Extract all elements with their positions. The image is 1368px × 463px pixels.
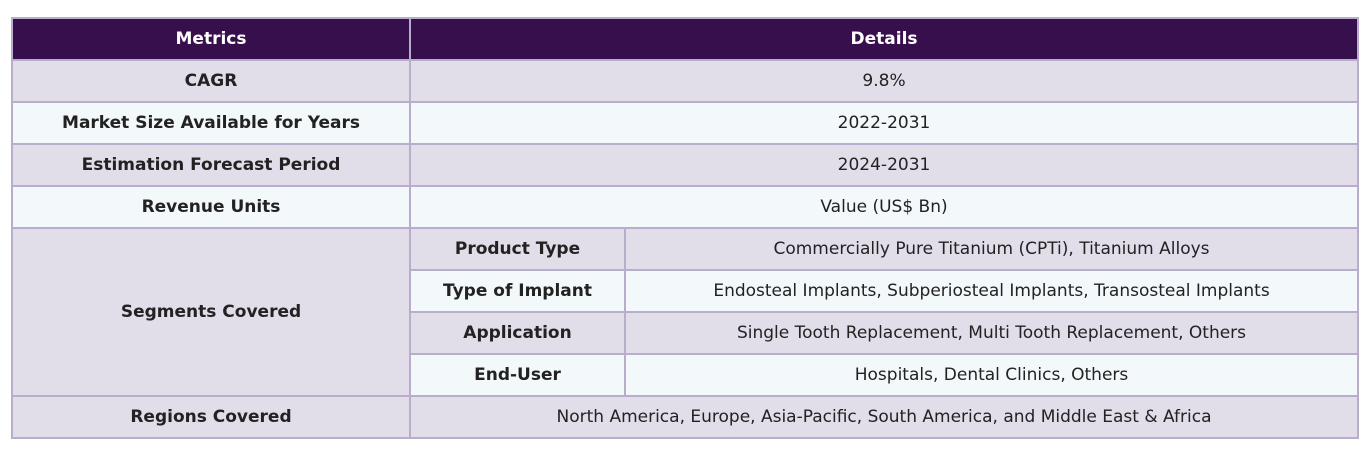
detail-cell: Value (US$ Bn) [408,185,1360,229]
segment-row: End-User Hospitals, Dental Clinics, Othe… [12,353,1360,397]
metric-cell: Market Size Available for Years [11,101,411,145]
table-row: Estimation Forecast Period 2024-2031 [11,143,1360,187]
segment-row: Type of Implant Endosteal Implants, Subp… [12,269,1360,313]
table-header-row: Metrics Details [11,17,1360,61]
segment-name-cell: Application [409,311,626,355]
metric-cell: Revenue Units [11,185,411,229]
table-row: CAGR 9.8% [11,59,1360,103]
segment-value-cell: Endosteal Implants, Subperiosteal Implan… [623,269,1360,313]
segment-value-cell: Single Tooth Replacement, Multi Tooth Re… [623,311,1360,355]
segment-name-cell: End-User [409,353,626,397]
segment-value-cell: Commercially Pure Titanium (CPTi), Titan… [623,227,1360,271]
segment-name-cell: Product Type [409,227,626,271]
detail-cell: 2022-2031 [408,101,1360,145]
metric-cell: Estimation Forecast Period [11,143,411,187]
regions-covered-cell: Regions Covered [11,395,411,439]
metric-cell: CAGR [11,59,411,103]
details-column-header: Details [408,17,1360,61]
segments-covered-cell: Segments Covered [11,227,411,397]
report-table: Metrics Details CAGR 9.8% Market Size Av… [11,17,1360,439]
table-row: Revenue Units Value (US$ Bn) [11,185,1360,229]
table-row: Regions Covered North America, Europe, A… [11,395,1360,439]
segment-name-cell: Type of Implant [409,269,626,313]
segment-value-cell: Hospitals, Dental Clinics, Others [623,353,1360,397]
table-row: Market Size Available for Years 2022-203… [11,101,1360,145]
metrics-column-header: Metrics [11,17,411,61]
segment-row: Segments Covered Product Type Commercial… [11,227,1360,397]
detail-cell: 2024-2031 [408,143,1360,187]
segment-row: Application Single Tooth Replacement, Mu… [12,311,1360,355]
detail-cell: 9.8% [408,59,1360,103]
regions-detail-cell: North America, Europe, Asia-Pacific, Sou… [408,395,1360,439]
